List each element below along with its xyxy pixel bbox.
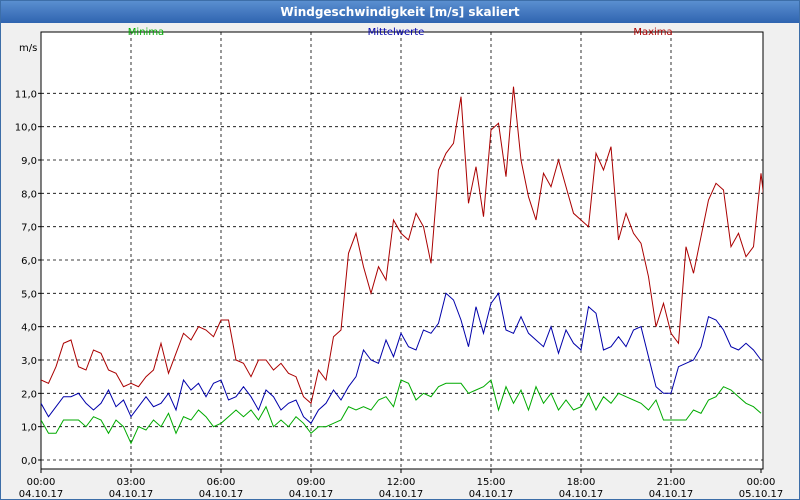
y-tick-label: 0,0 <box>21 456 37 467</box>
y-tick-label: 11,0 <box>15 89 37 100</box>
window-title: Windgeschwindigkeit [m/s] skaliert <box>1 1 799 23</box>
x-tick-time: 21:00 <box>657 477 686 488</box>
plot-area <box>40 31 764 470</box>
x-tick-date: 04.10.17 <box>289 489 334 499</box>
x-tick-time: 03:00 <box>117 477 146 488</box>
series-line-maxima <box>41 86 763 405</box>
x-axis-ticks: 00:0004.10.1703:0004.10.1706:0004.10.170… <box>19 469 784 499</box>
legend-entry-maxima: Maxima <box>633 27 672 38</box>
y-tick-label: 2,0 <box>21 389 37 400</box>
x-tick-date: 04.10.17 <box>469 489 514 499</box>
grid-lines <box>41 32 763 469</box>
y-tick-label: 7,0 <box>21 223 37 234</box>
y-tick-label: 4,0 <box>21 323 37 334</box>
legend: Minima Mittelwerte Maxima <box>128 27 673 38</box>
x-tick-date: 04.10.17 <box>199 489 244 499</box>
series-line-minima <box>41 379 762 445</box>
legend-entry-minima: Minima <box>128 27 164 38</box>
x-tick-date: 04.10.17 <box>379 489 424 499</box>
x-tick-time: 15:00 <box>477 477 506 488</box>
y-axis-ticks: 0,0 1,0 2,0 3,0 4,0 5,0 6,0 7,0 8,0 9,0 10,0 11,0 <box>15 89 41 467</box>
x-tick-date: 04.10.17 <box>559 489 604 499</box>
y-tick-label: 3,0 <box>21 356 37 367</box>
x-tick-date: 04.10.17 <box>109 489 154 499</box>
x-tick-date: 04.10.17 <box>649 489 694 499</box>
legend-entry-mittelwerte: Mittelwerte <box>368 27 425 38</box>
x-tick-time: 00:00 <box>27 477 56 488</box>
y-tick-label: 1,0 <box>21 423 37 434</box>
y-tick-label: 8,0 <box>21 189 37 200</box>
x-tick-date: 05.10.17 <box>739 489 784 499</box>
y-tick-label: 5,0 <box>21 289 37 300</box>
y-axis-label: m/s <box>19 43 37 54</box>
x-tick-time: 09:00 <box>297 477 326 488</box>
y-tick-label: 10,0 <box>15 123 37 134</box>
x-tick-time: 12:00 <box>387 477 416 488</box>
series-line-mittelwerte <box>41 292 762 425</box>
x-tick-time: 18:00 <box>567 477 596 488</box>
y-tick-label: 6,0 <box>21 256 37 267</box>
y-tick-label: 9,0 <box>21 156 37 167</box>
data-series <box>41 86 763 445</box>
line-chart: 0,0 1,0 2,0 3,0 4,0 5,0 6,0 7,0 8,0 9,0 10,0 11,0 0… <box>15 27 784 499</box>
x-tick-date: 04.10.17 <box>19 489 64 499</box>
x-tick-time: 06:00 <box>207 477 236 488</box>
x-tick-time: 00:00 <box>747 477 776 488</box>
